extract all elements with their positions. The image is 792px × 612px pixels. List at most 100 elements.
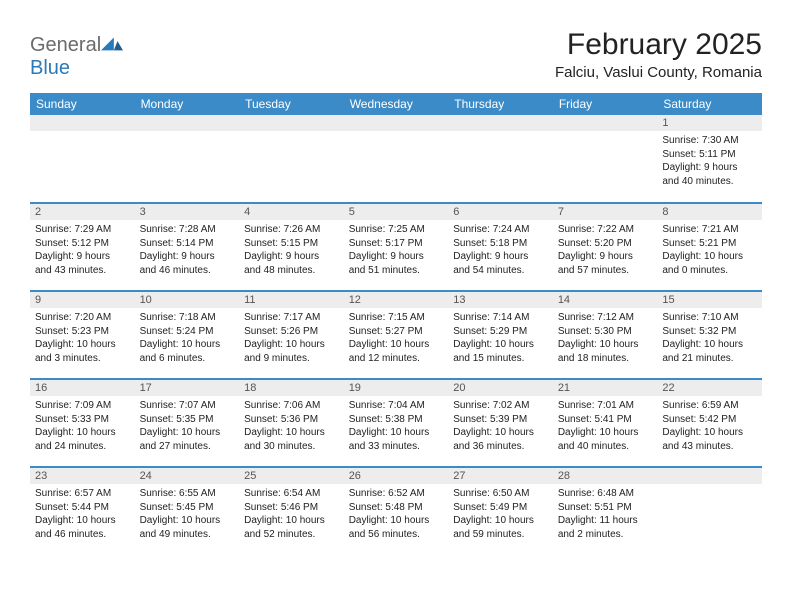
day-info-line: Sunset: 5:17 PM (349, 237, 444, 251)
location: Falciu, Vaslui County, Romania (555, 64, 762, 81)
day-info-line: Daylight: 10 hours (140, 338, 235, 352)
day-number: 25 (239, 468, 344, 484)
day-info-line: Sunset: 5:24 PM (140, 325, 235, 339)
day-number: 5 (344, 204, 449, 220)
calendar-body: 1Sunrise: 7:30 AMSunset: 5:11 PMDaylight… (30, 115, 762, 555)
day-info-line: Sunrise: 7:06 AM (244, 399, 339, 413)
calendar-cell: 12Sunrise: 7:15 AMSunset: 5:27 PMDayligh… (344, 291, 449, 379)
day-info-line: and 52 minutes. (244, 528, 339, 542)
day-number-empty (448, 115, 553, 131)
day-number: 24 (135, 468, 240, 484)
day-info-line: and 49 minutes. (140, 528, 235, 542)
day-info-line: Daylight: 9 hours (662, 161, 757, 175)
title-block: February 2025 Falciu, Vaslui County, Rom… (555, 28, 762, 81)
day-info-line: and 6 minutes. (140, 352, 235, 366)
day-info: Sunrise: 7:15 AMSunset: 5:27 PMDaylight:… (344, 308, 449, 369)
day-info-line: Daylight: 9 hours (35, 250, 130, 264)
calendar-week: 1Sunrise: 7:30 AMSunset: 5:11 PMDaylight… (30, 115, 762, 203)
day-info-line: Sunset: 5:39 PM (453, 413, 548, 427)
day-info-line: Sunrise: 7:04 AM (349, 399, 444, 413)
day-info: Sunrise: 7:17 AMSunset: 5:26 PMDaylight:… (239, 308, 344, 369)
day-info-line: Daylight: 10 hours (244, 426, 339, 440)
calendar-table: Sunday Monday Tuesday Wednesday Thursday… (30, 93, 762, 555)
day-info-line: Daylight: 9 hours (349, 250, 444, 264)
day-info-line: and 24 minutes. (35, 440, 130, 454)
day-info-line: Sunrise: 6:59 AM (662, 399, 757, 413)
day-info-line: Daylight: 9 hours (140, 250, 235, 264)
logo-text-general: General (30, 34, 101, 56)
day-info-line: Sunrise: 7:24 AM (453, 223, 548, 237)
day-info: Sunrise: 7:30 AMSunset: 5:11 PMDaylight:… (657, 131, 762, 192)
day-number: 20 (448, 380, 553, 396)
day-info-line: and 40 minutes. (662, 175, 757, 189)
day-info-line: Daylight: 10 hours (662, 426, 757, 440)
day-info-line: Sunset: 5:51 PM (558, 501, 653, 515)
day-info-line: and 15 minutes. (453, 352, 548, 366)
day-info: Sunrise: 6:50 AMSunset: 5:49 PMDaylight:… (448, 484, 553, 545)
day-info-line: Daylight: 10 hours (244, 514, 339, 528)
calendar-cell: 21Sunrise: 7:01 AMSunset: 5:41 PMDayligh… (553, 379, 658, 467)
day-info-line: Daylight: 10 hours (662, 338, 757, 352)
day-info-line: Sunrise: 6:54 AM (244, 487, 339, 501)
day-number-empty (30, 115, 135, 131)
day-number-empty (135, 115, 240, 131)
day-info-line: Sunset: 5:44 PM (35, 501, 130, 515)
weekday-row: Sunday Monday Tuesday Wednesday Thursday… (30, 93, 762, 115)
calendar-cell: 6Sunrise: 7:24 AMSunset: 5:18 PMDaylight… (448, 203, 553, 291)
weekday-header: Saturday (657, 93, 762, 115)
day-info-line: Sunrise: 7:26 AM (244, 223, 339, 237)
day-info-line: and 33 minutes. (349, 440, 444, 454)
day-info: Sunrise: 6:54 AMSunset: 5:46 PMDaylight:… (239, 484, 344, 545)
day-number-empty (344, 115, 449, 131)
day-info-line: and 56 minutes. (349, 528, 444, 542)
day-info-line: Sunrise: 6:55 AM (140, 487, 235, 501)
day-info-line: Daylight: 11 hours (558, 514, 653, 528)
day-info-line: Sunrise: 6:57 AM (35, 487, 130, 501)
logo: General Blue (30, 28, 123, 80)
calendar-cell: 16Sunrise: 7:09 AMSunset: 5:33 PMDayligh… (30, 379, 135, 467)
day-info: Sunrise: 7:29 AMSunset: 5:12 PMDaylight:… (30, 220, 135, 281)
day-info-line: Sunset: 5:41 PM (558, 413, 653, 427)
day-info-line: Sunset: 5:29 PM (453, 325, 548, 339)
day-info: Sunrise: 7:18 AMSunset: 5:24 PMDaylight:… (135, 308, 240, 369)
day-info-line: and 9 minutes. (244, 352, 339, 366)
day-info-line: Sunset: 5:32 PM (662, 325, 757, 339)
calendar-cell: 27Sunrise: 6:50 AMSunset: 5:49 PMDayligh… (448, 467, 553, 555)
day-info-line: and 43 minutes. (35, 264, 130, 278)
day-info: Sunrise: 7:22 AMSunset: 5:20 PMDaylight:… (553, 220, 658, 281)
day-info-line: Sunset: 5:46 PM (244, 501, 339, 515)
day-number: 17 (135, 380, 240, 396)
logo-text: General Blue (30, 34, 123, 80)
day-info-line: Daylight: 10 hours (349, 338, 444, 352)
day-number: 4 (239, 204, 344, 220)
day-info-line: Sunrise: 6:52 AM (349, 487, 444, 501)
day-info-line: Daylight: 9 hours (244, 250, 339, 264)
day-info-line: Sunrise: 7:22 AM (558, 223, 653, 237)
day-info-line: Daylight: 10 hours (662, 250, 757, 264)
logo-mark-icon (101, 35, 123, 51)
day-number-empty (239, 115, 344, 131)
day-info-line: Daylight: 10 hours (35, 338, 130, 352)
day-info-line: and 27 minutes. (140, 440, 235, 454)
day-info-line: and 57 minutes. (558, 264, 653, 278)
day-info-line: Daylight: 10 hours (558, 338, 653, 352)
day-info-line: Daylight: 10 hours (349, 426, 444, 440)
day-info-line: and 30 minutes. (244, 440, 339, 454)
day-number: 16 (30, 380, 135, 396)
day-info-line: Daylight: 10 hours (558, 426, 653, 440)
day-info-line: Sunset: 5:49 PM (453, 501, 548, 515)
day-info-line: and 0 minutes. (662, 264, 757, 278)
calendar-cell: 5Sunrise: 7:25 AMSunset: 5:17 PMDaylight… (344, 203, 449, 291)
day-info-line: Sunset: 5:18 PM (453, 237, 548, 251)
day-info-line: Daylight: 10 hours (349, 514, 444, 528)
calendar-cell (657, 467, 762, 555)
day-info-line: Daylight: 10 hours (35, 426, 130, 440)
day-info-line: Sunrise: 7:12 AM (558, 311, 653, 325)
day-info-line: and 21 minutes. (662, 352, 757, 366)
day-info: Sunrise: 7:06 AMSunset: 5:36 PMDaylight:… (239, 396, 344, 457)
calendar-cell: 24Sunrise: 6:55 AMSunset: 5:45 PMDayligh… (135, 467, 240, 555)
day-info-line: Sunset: 5:38 PM (349, 413, 444, 427)
day-info: Sunrise: 7:07 AMSunset: 5:35 PMDaylight:… (135, 396, 240, 457)
calendar-cell: 17Sunrise: 7:07 AMSunset: 5:35 PMDayligh… (135, 379, 240, 467)
day-info-line: Sunset: 5:48 PM (349, 501, 444, 515)
